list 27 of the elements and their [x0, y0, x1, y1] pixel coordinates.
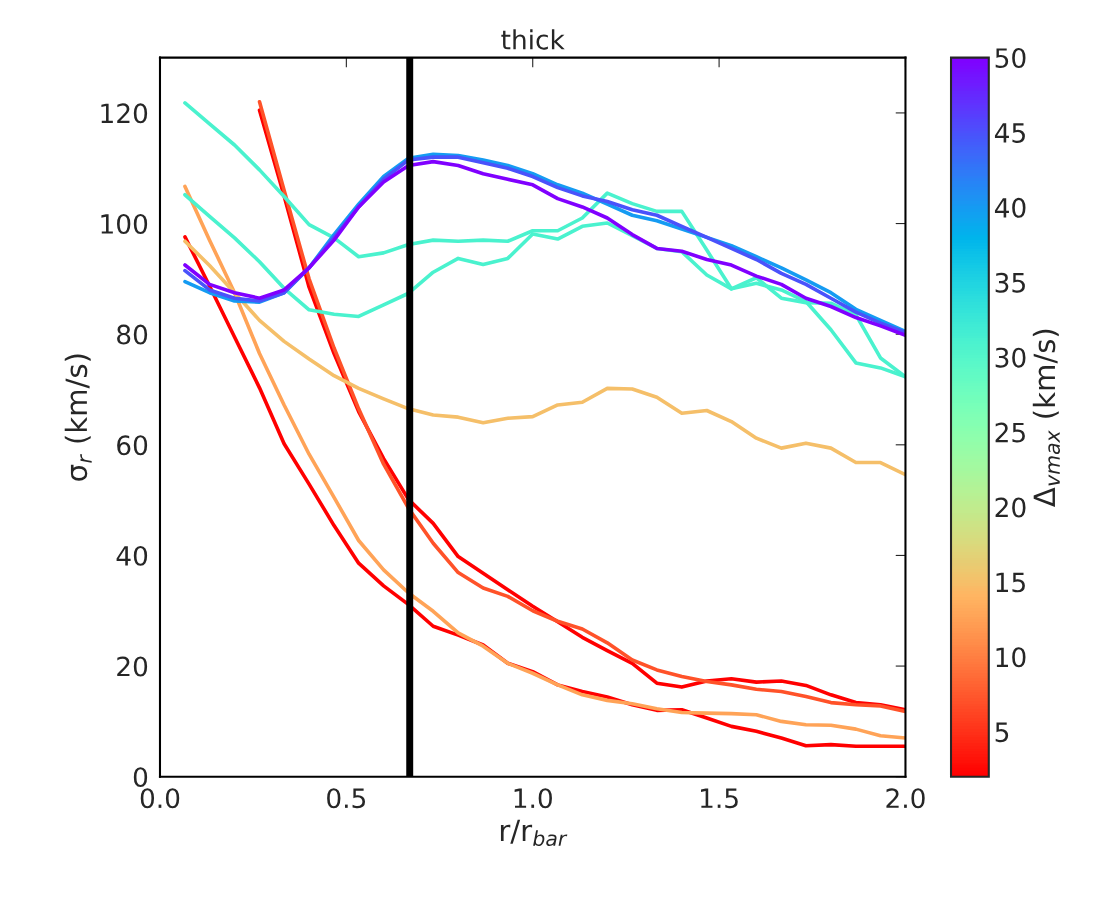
y-tick-label: 20 [117, 656, 148, 677]
color-bar-label: 5 [995, 722, 1009, 743]
x-axis-title: r/r$_{bar}$ [500, 819, 568, 847]
x-tick-label: 1.0 [514, 788, 552, 809]
x-tick-label: 0.0 [140, 788, 180, 809]
y-tick-label: 60 [117, 435, 148, 456]
y-tick-label: 0 [133, 767, 148, 788]
y-tick-label: 100 [101, 213, 148, 234]
color-bar-label: 35 [995, 272, 1025, 293]
color-bar-title: Δ$_{vmax}$ (km/s) [1032, 329, 1061, 507]
x-tick-label: 2.0 [886, 788, 925, 809]
y-tick-label: 80 [117, 324, 148, 345]
line-series [183, 239, 906, 477]
y-axis-title: σ$_{r}$ (km/s) [64, 354, 92, 481]
color-bar-label: 10 [996, 647, 1026, 668]
color-bar-label: 30 [995, 347, 1026, 368]
y-tick-label: 120 [101, 103, 148, 124]
chart-title: thick [501, 29, 565, 50]
color-bar-label: 20 [995, 497, 1026, 518]
color-bar-label: 50 [995, 48, 1026, 68]
x-tick-label: 1.5 [701, 788, 738, 809]
color-bar-label: 40 [994, 197, 1026, 218]
color-bar-label: 15 [996, 572, 1025, 593]
color-bar-label: 45 [994, 123, 1025, 143]
color-bar-label: 25 [995, 422, 1025, 443]
x-tick-label: 0.5 [327, 788, 366, 809]
y-tick-label: 40 [116, 545, 148, 566]
